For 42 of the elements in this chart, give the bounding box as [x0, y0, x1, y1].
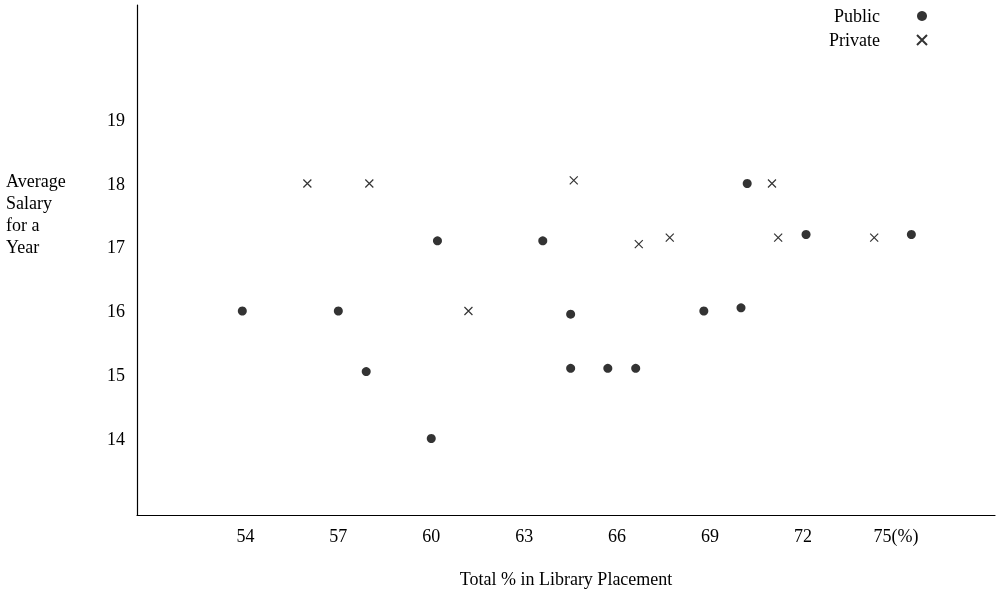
point [237, 306, 247, 316]
point [361, 367, 371, 377]
y-tick-label: 19 [107, 109, 125, 130]
point [364, 178, 374, 189]
point [432, 236, 442, 246]
y-tick-label: 17 [107, 237, 125, 258]
x-tick-label: 54 [236, 526, 255, 546]
x-tick-label: 57 [329, 526, 348, 546]
x-tick-label: 66 [608, 526, 627, 546]
point [333, 306, 343, 316]
point [603, 363, 613, 373]
x-tick-label: 75(%) [873, 526, 919, 547]
point [665, 233, 675, 243]
point [773, 233, 783, 243]
point [631, 363, 641, 373]
point [463, 306, 474, 316]
y-tick-label: 16 [107, 301, 125, 321]
point [801, 230, 811, 239]
x-tick-label: 69 [701, 526, 720, 546]
point [538, 236, 548, 246]
point [426, 434, 436, 443]
legend-label: Public [833, 6, 880, 26]
y-tick-label: 15 [107, 364, 125, 385]
x-tick-label: 60 [422, 526, 441, 546]
point [699, 306, 709, 316]
point [302, 178, 312, 189]
point [767, 178, 777, 189]
point [569, 175, 579, 185]
point [906, 230, 916, 239]
point [742, 179, 752, 188]
point [869, 233, 879, 243]
point [566, 363, 576, 373]
point [634, 239, 644, 249]
y-tick-label: 18 [107, 173, 125, 194]
legend-label: Private [829, 30, 880, 50]
x-axis-title: Total % in Library Placement [459, 569, 673, 589]
y-tick-label: 14 [107, 428, 125, 449]
x-tick-label: 63 [515, 526, 534, 546]
y-axis-title: Average Salary for a Year [6, 171, 71, 257]
x-tick-label: 72 [793, 526, 812, 546]
point [736, 303, 746, 313]
point [566, 309, 576, 319]
